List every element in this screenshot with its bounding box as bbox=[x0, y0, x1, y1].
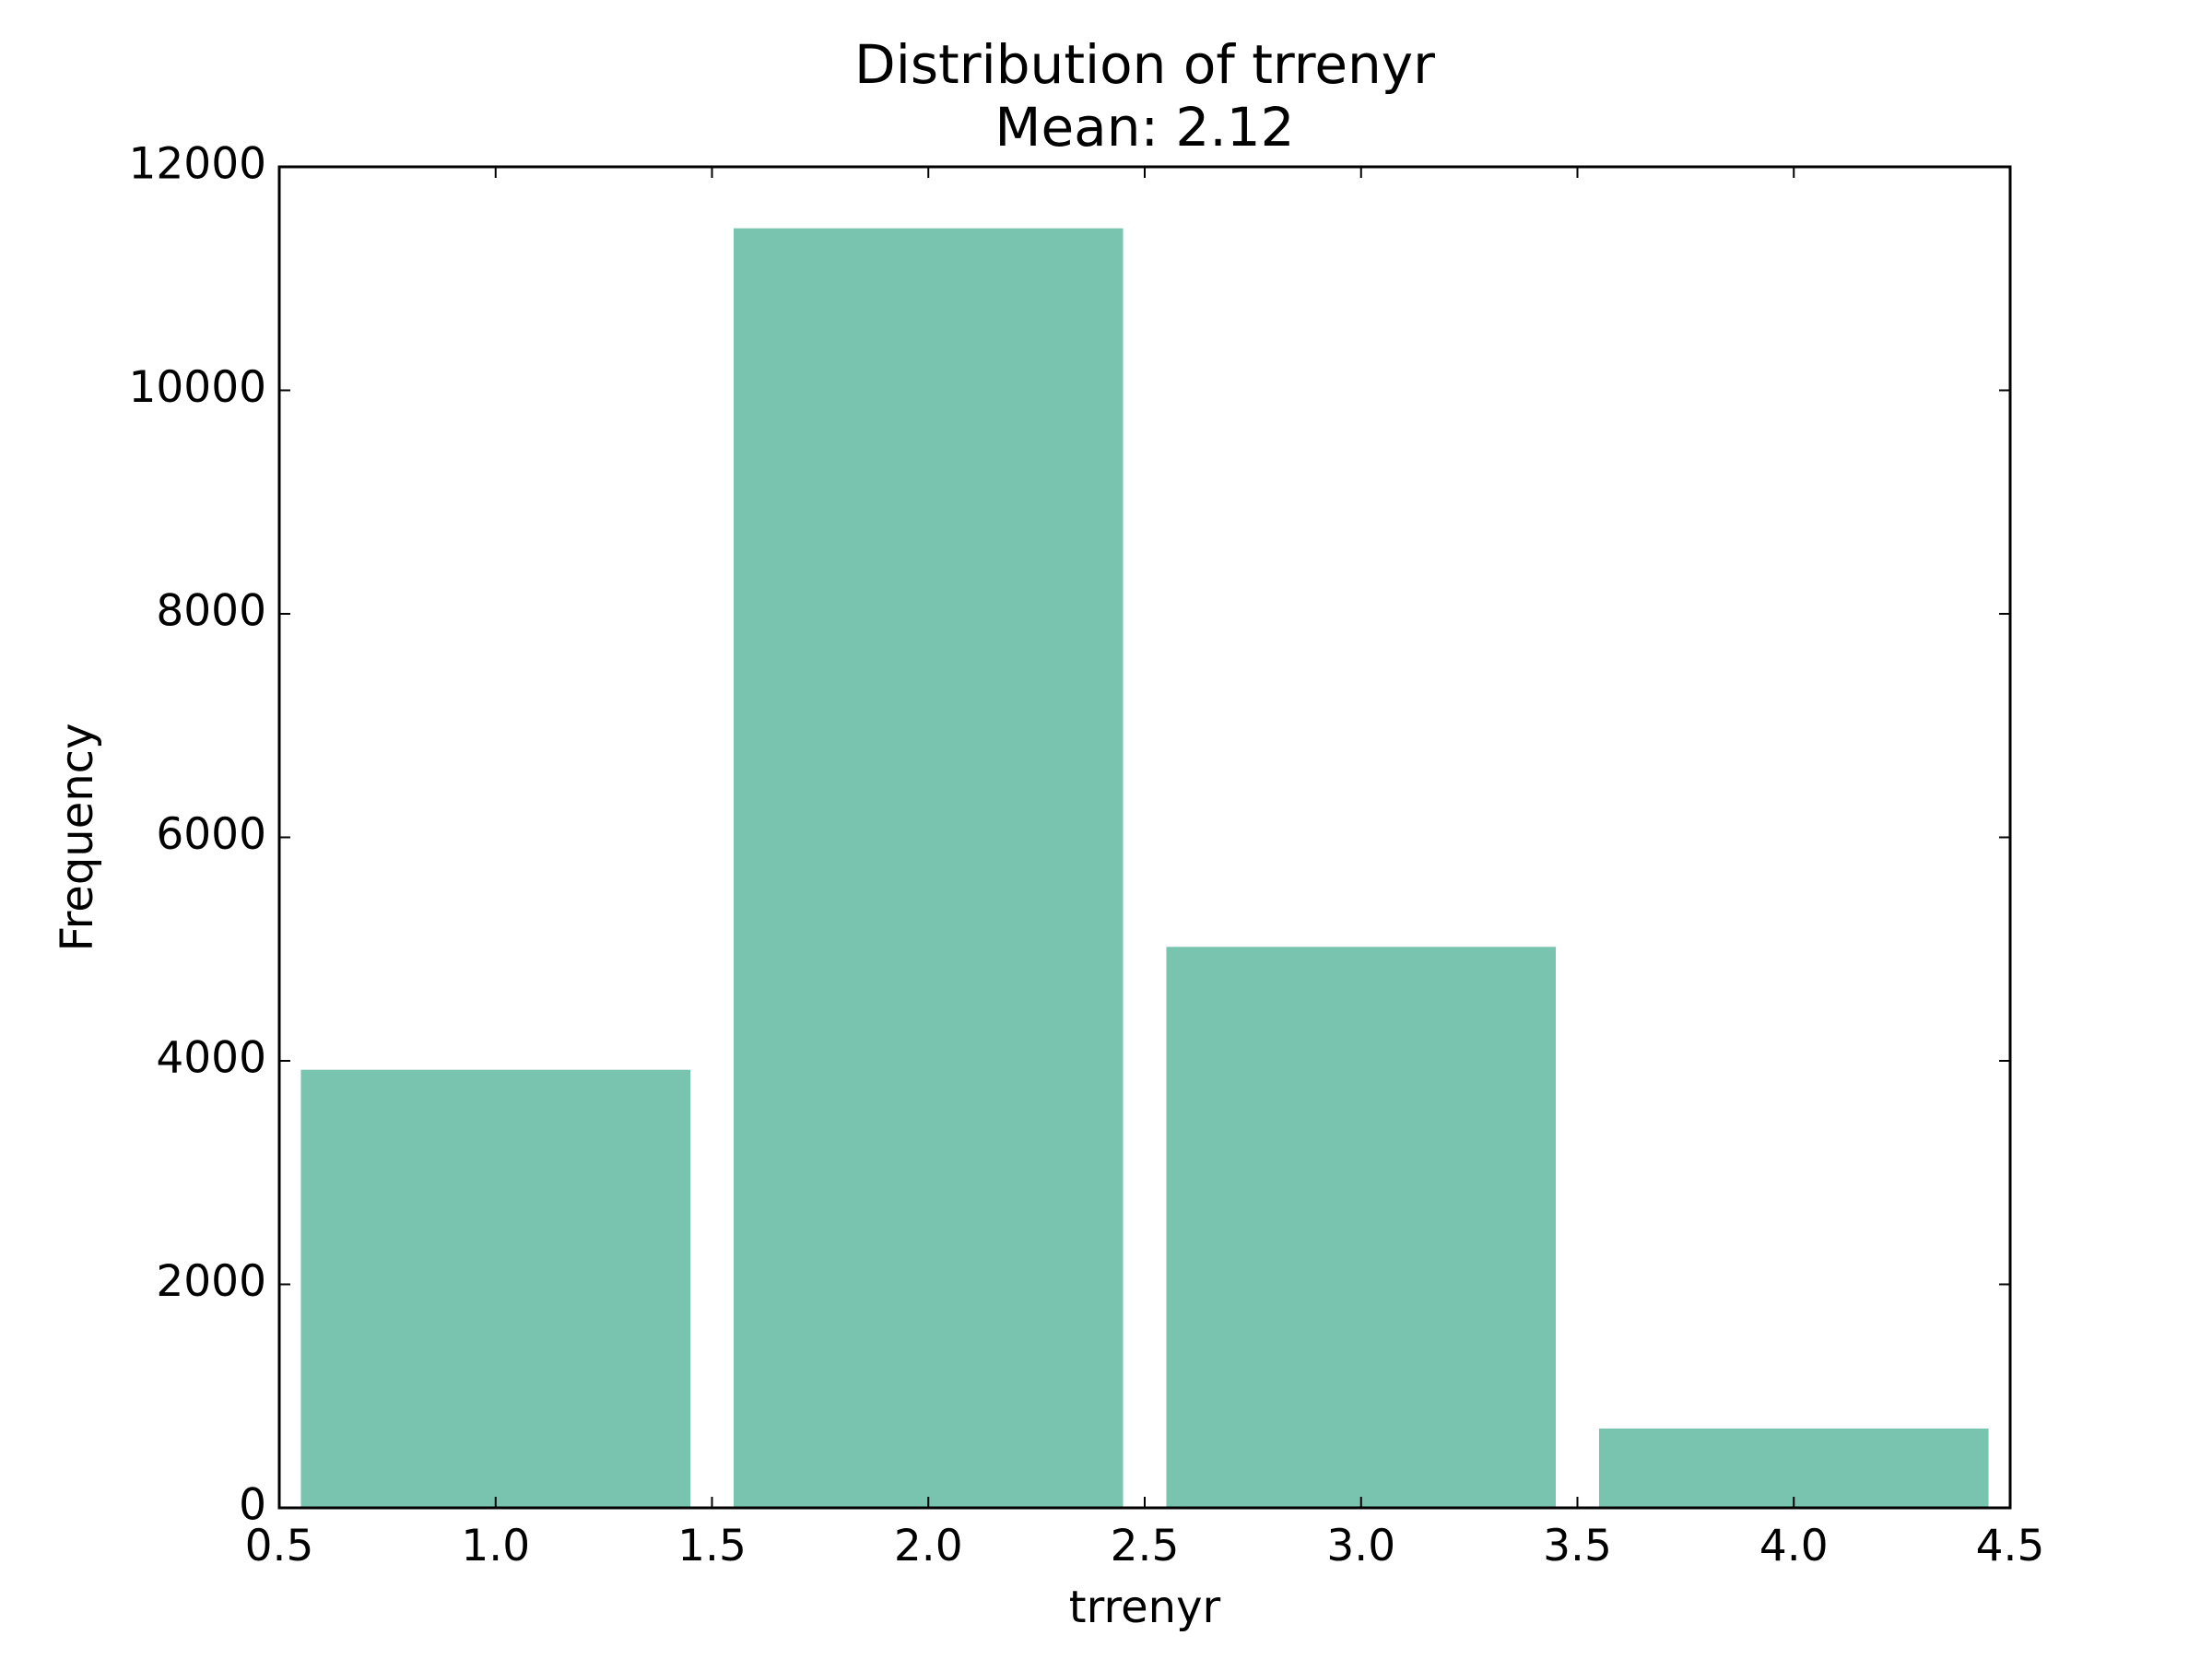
histogram-bar-3 bbox=[1166, 947, 1557, 1508]
x-axis-label: trrenyr bbox=[1069, 1582, 1221, 1633]
chart-title: Distribution of trrenyr bbox=[854, 33, 1435, 96]
chart-subtitle: Mean: 2.12 bbox=[994, 96, 1294, 159]
x-tick-label: 4.5 bbox=[1976, 1521, 2045, 1571]
x-tick-label: 0.5 bbox=[245, 1521, 314, 1571]
y-tick-label: 6000 bbox=[156, 809, 266, 860]
x-tick-label: 3.0 bbox=[1326, 1521, 1395, 1571]
y-tick-label: 10000 bbox=[128, 362, 266, 413]
y-tick-label: 2000 bbox=[156, 1256, 266, 1307]
x-tick-label: 3.5 bbox=[1543, 1521, 1612, 1571]
tick-labels-layer: 0.5 1.0 1.5 2.0 2.5 3.0 3.5 4.0 4.5 0 2000 4000 6000… bbox=[128, 139, 2044, 1572]
ticks-layer bbox=[278, 166, 2011, 1509]
y-tick-label: 12000 bbox=[128, 139, 266, 190]
x-tick-label: 2.5 bbox=[1111, 1521, 1180, 1571]
x-tick-label: 1.0 bbox=[461, 1521, 530, 1571]
histogram-bar-2 bbox=[733, 228, 1124, 1508]
y-tick-label: 4000 bbox=[156, 1033, 266, 1084]
x-tick-label: 4.0 bbox=[1759, 1521, 1829, 1571]
x-tick-label: 2.0 bbox=[894, 1521, 963, 1571]
y-tick-label: 0 bbox=[239, 1480, 266, 1531]
y-axis-label: Frequency bbox=[52, 724, 103, 952]
histogram-bar-4 bbox=[1598, 1428, 1989, 1508]
bars-layer bbox=[300, 228, 1989, 1508]
y-tick-label: 8000 bbox=[156, 586, 266, 637]
histogram-bar-1 bbox=[300, 1069, 691, 1508]
x-tick-label: 1.5 bbox=[677, 1521, 747, 1571]
